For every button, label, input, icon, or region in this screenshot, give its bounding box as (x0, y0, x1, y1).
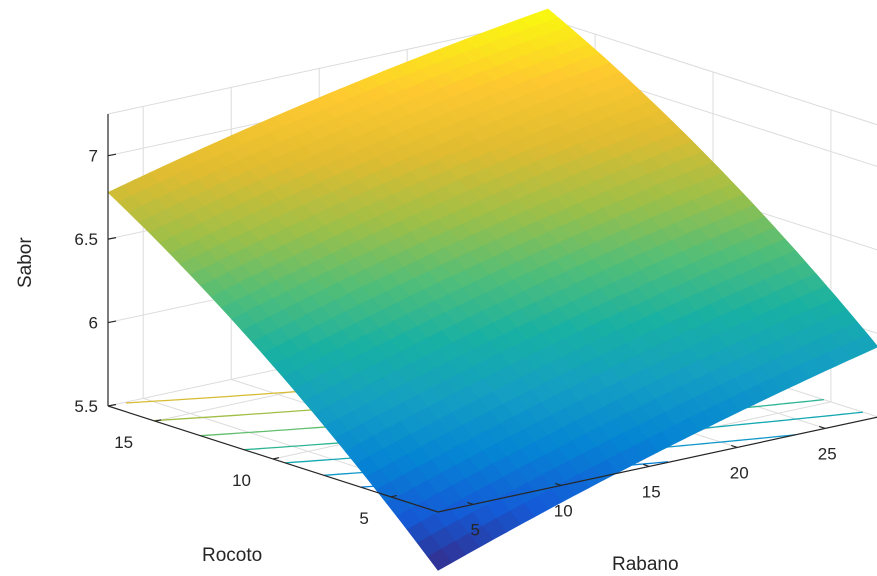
z-tick-label: 6 (89, 314, 98, 333)
x-axis-title: Rabano (612, 554, 679, 575)
z-tick (107, 153, 117, 157)
y-tick-label: 5 (359, 509, 368, 528)
z-tick (107, 237, 117, 240)
tick-labels: 5.5 6 6.5 7 5 10 15 20 25 5 10 15 (74, 147, 836, 540)
y-axis-title: Rocoto (202, 545, 262, 566)
x-axis-line (437, 416, 877, 513)
z-tick-label: 7 (89, 147, 98, 166)
x-tick (643, 463, 650, 467)
x-tick-label: 20 (730, 463, 749, 482)
y-tick-label: 10 (232, 471, 251, 490)
z-tick (107, 320, 117, 324)
x-tick (467, 501, 474, 505)
x-tick-label: 10 (554, 501, 573, 520)
z-axis-title: Sabor (15, 237, 36, 288)
z-tick (107, 403, 117, 407)
x-tick-label: 5 (470, 520, 479, 539)
y-tick (272, 457, 280, 460)
x-tick-label: 25 (818, 444, 837, 463)
z-tick-label: 6.5 (74, 230, 98, 249)
x-tick (819, 425, 826, 429)
z-tick-label: 5.5 (74, 397, 98, 416)
y-tick-label: 15 (114, 433, 133, 452)
surface-patch (427, 548, 453, 571)
x-tick (731, 444, 738, 448)
axes-layer (107, 114, 877, 513)
x-tick-label: 15 (642, 482, 661, 501)
y-tick (155, 419, 162, 422)
y-tick (390, 494, 397, 498)
x-tick (555, 482, 562, 486)
surface-layer (107, 8, 877, 571)
